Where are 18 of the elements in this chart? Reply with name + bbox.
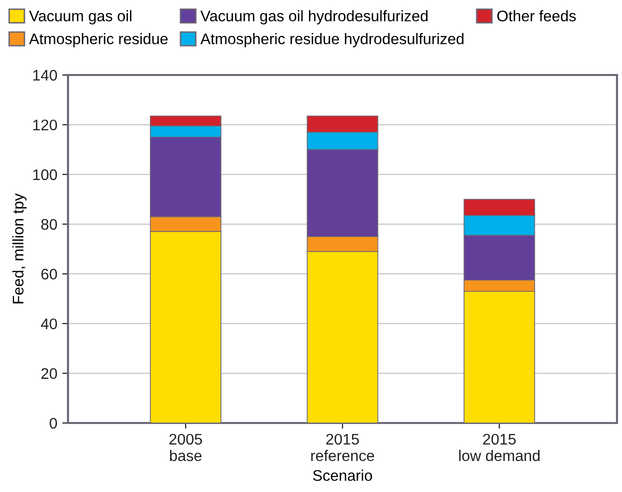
legend-label: Vacuum gas oil [29,10,132,24]
legend-label: Vacuum gas oil hydrodesulfurized [200,10,428,24]
legend-label: Atmospheric residue hydrodesulfurized [200,33,464,48]
y-axis-title: Feed, million tpy [12,193,27,304]
x-tick-label: 2015 low demand [459,434,540,462]
y-tick-label: 120 [33,120,57,130]
x-axis-title: Scenario [313,470,372,481]
y-tick-label: 100 [33,169,57,180]
y-tick-label: 20 [41,368,57,379]
x-tick-label: 2005 base [169,434,202,462]
y-tick-label: 40 [40,318,57,330]
y-tick-label: 80 [41,219,57,230]
legend-label: Other feeds [497,10,576,22]
y-tick-label: 0 [50,418,57,429]
y-tick-label: 60 [41,268,57,280]
x-tick-label: 2015 reference [311,434,374,462]
y-tick-label: 140 [33,70,57,81]
legend-label: Atmospheric residue [29,33,168,48]
